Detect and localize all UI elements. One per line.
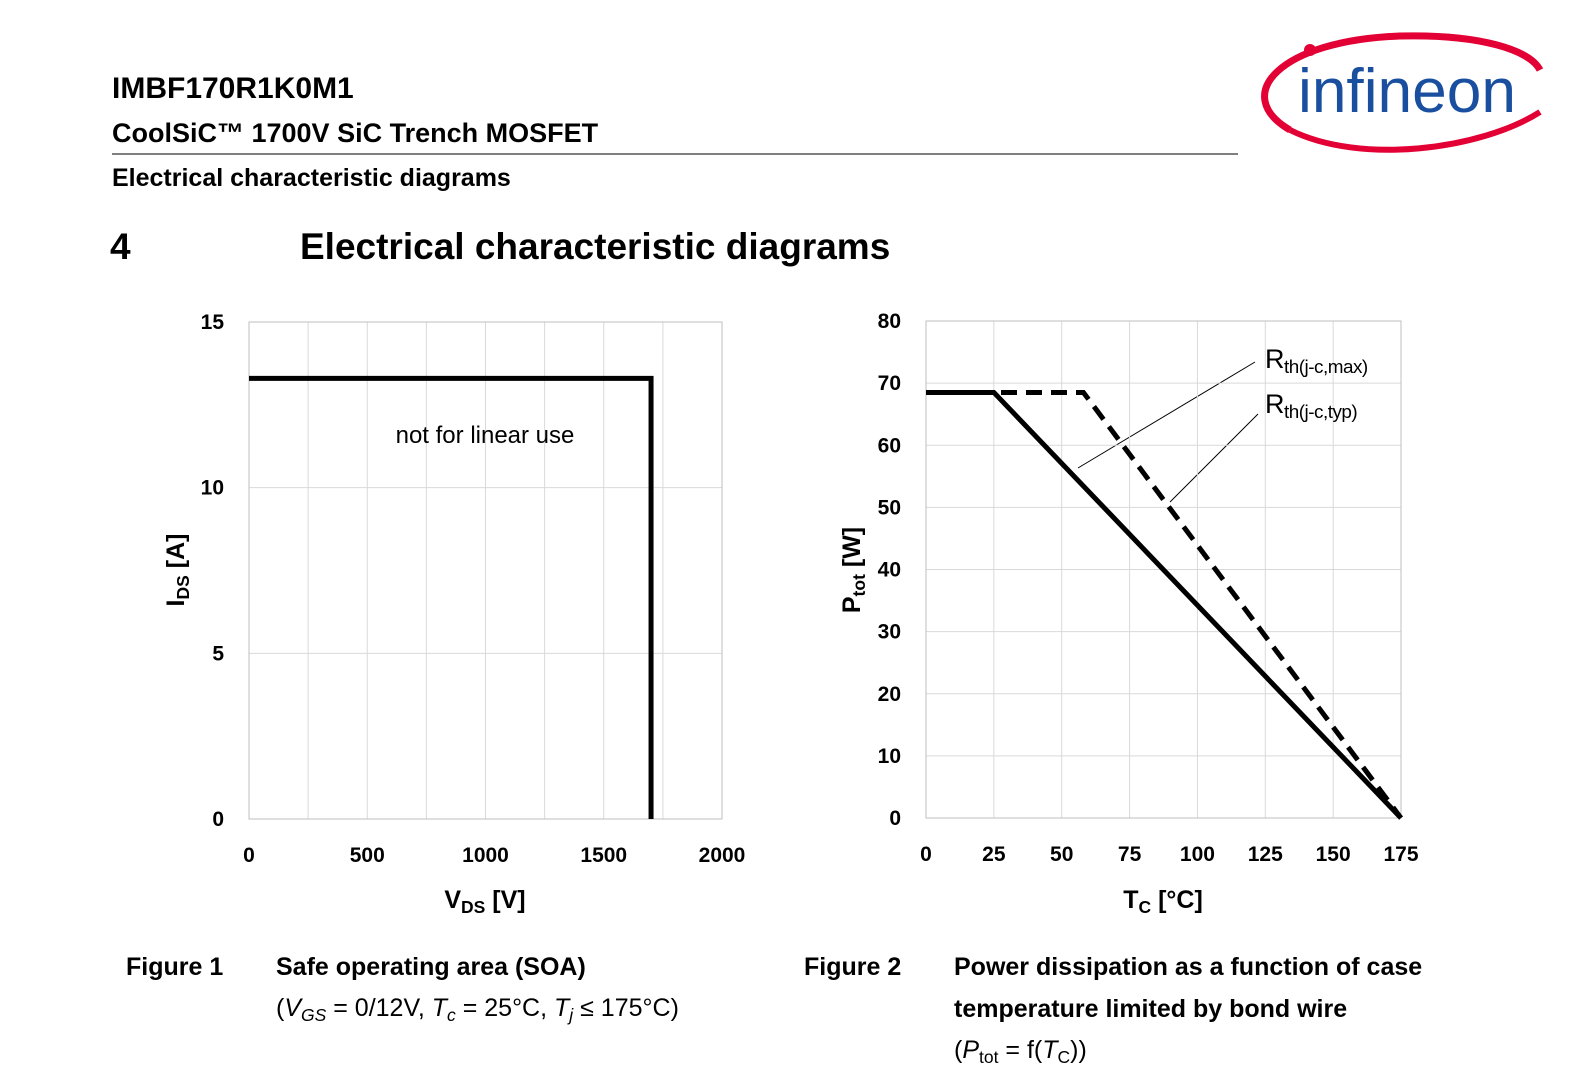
text-part: ≤ 175°C) xyxy=(573,994,679,1022)
series-line xyxy=(249,375,654,819)
leader-line xyxy=(1169,413,1259,503)
x-tick-label: 175 xyxy=(1383,843,1418,866)
text-part: T xyxy=(1042,1036,1059,1064)
logo-swoosh xyxy=(1261,32,1544,134)
text-part: GS xyxy=(301,1005,327,1025)
y-tick-label: 0 xyxy=(212,808,224,831)
x-tick-label: 100 xyxy=(1180,843,1215,866)
text-part: T xyxy=(432,994,449,1022)
part-number: IMBF170R1K0M1 xyxy=(112,72,354,105)
text-part: T xyxy=(554,994,571,1022)
text-part: ( xyxy=(276,994,285,1022)
text-part: [V] xyxy=(485,886,525,914)
logo-text: infineon xyxy=(1298,57,1516,126)
y-axis-label: Ptot [W] xyxy=(838,527,869,613)
y-tick-label: 80 xyxy=(878,310,901,333)
y-tick-label: 30 xyxy=(878,621,901,644)
plot-frame xyxy=(925,320,1402,819)
legend-label: Rth(j-c,typ) xyxy=(1265,389,1357,423)
section-name: Electrical characteristic diagrams xyxy=(112,164,511,192)
leader-line xyxy=(1077,361,1256,469)
x-axis-label: TC [°C] xyxy=(1123,886,1203,917)
text-part: th(j-c,max) xyxy=(1284,357,1368,378)
y-tick-label: 10 xyxy=(878,745,901,768)
x-tick-label: 0 xyxy=(243,844,255,867)
text-part: I xyxy=(162,600,190,607)
logo-swoosh xyxy=(1288,109,1542,153)
text-part: tot xyxy=(849,574,869,597)
text-part: V xyxy=(444,886,461,914)
text-part: C xyxy=(1138,897,1151,917)
text-part: tot xyxy=(979,1047,999,1067)
x-tick-label: 150 xyxy=(1316,843,1351,866)
series-line xyxy=(926,389,1404,820)
figure-number: Figure 1 xyxy=(126,953,223,981)
product-name: CoolSiC™ 1700V SiC Trench MOSFET xyxy=(112,118,599,148)
y-tick-label: 0 xyxy=(889,807,901,830)
y-tick-label: 70 xyxy=(878,372,901,395)
text-part: [W] xyxy=(838,527,866,574)
plot-frame xyxy=(248,321,723,820)
logo-dot xyxy=(1304,44,1316,56)
y-tick-label: 40 xyxy=(878,559,901,582)
y-tick-label: 15 xyxy=(201,311,225,334)
text-part: R xyxy=(1265,389,1284,419)
text-part: DS xyxy=(173,575,193,599)
figure-title: temperature limited by bond wire xyxy=(954,995,1347,1023)
text-part: T xyxy=(1123,886,1138,914)
text-part: [°C] xyxy=(1151,886,1203,914)
text-part: V xyxy=(284,994,303,1022)
legend-label: Rth(j-c,max) xyxy=(1265,344,1368,378)
x-tick-label: 50 xyxy=(1050,843,1073,866)
figure-number: Figure 2 xyxy=(804,953,901,981)
y-tick-label: 20 xyxy=(878,683,901,706)
y-tick-label: 10 xyxy=(201,477,224,500)
y-tick-label: 50 xyxy=(878,496,901,519)
y-tick-label: 5 xyxy=(212,642,224,665)
text-part: [A] xyxy=(162,534,190,576)
x-tick-label: 25 xyxy=(982,843,1006,866)
heading-number: 4 xyxy=(110,226,131,267)
figure-conditions: (Ptot = f(TC)) xyxy=(954,1036,1087,1067)
text-part: P xyxy=(962,1036,979,1064)
figure-conditions: (VGS = 0/12V, Tc = 25°C, Tj ≤ 175°C) xyxy=(276,994,679,1025)
x-tick-label: 75 xyxy=(1118,843,1142,866)
x-tick-label: 1000 xyxy=(462,844,509,867)
x-axis-label: VDS [V] xyxy=(444,886,525,917)
text-part: ( xyxy=(954,1036,963,1064)
x-tick-label: 2000 xyxy=(699,844,746,867)
x-tick-label: 0 xyxy=(920,843,932,866)
figure-title: Safe operating area (SOA) xyxy=(276,953,586,981)
text-part: = 25°C, xyxy=(456,994,554,1022)
y-axis-label: IDS [A] xyxy=(162,534,193,607)
text-part: R xyxy=(1265,344,1284,374)
text-part: = f( xyxy=(998,1036,1042,1064)
text-part: )) xyxy=(1070,1036,1087,1064)
x-tick-label: 125 xyxy=(1248,843,1283,866)
text-part: P xyxy=(838,596,866,613)
text-part: j xyxy=(567,1005,574,1025)
text-part: c xyxy=(447,1005,456,1025)
annotation: not for linear use xyxy=(396,422,575,449)
heading-title: Electrical characteristic diagrams xyxy=(300,226,890,267)
y-tick-label: 60 xyxy=(878,434,901,457)
text-part: DS xyxy=(461,897,485,917)
x-tick-label: 500 xyxy=(350,844,385,867)
text-part: th(j-c,typ) xyxy=(1284,402,1357,423)
series-line xyxy=(926,389,1403,820)
x-tick-label: 1500 xyxy=(580,844,627,867)
text-part: = 0/12V, xyxy=(326,994,431,1022)
text-part: C xyxy=(1058,1047,1071,1067)
figure-title: Power dissipation as a function of case xyxy=(954,953,1422,981)
